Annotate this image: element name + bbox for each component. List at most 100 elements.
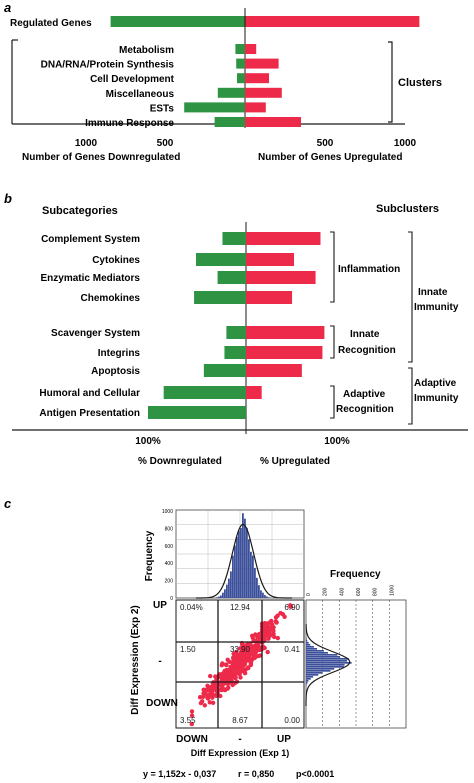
regression-equation: y = 1,152x - 0,037 bbox=[143, 769, 216, 779]
scatter-point bbox=[227, 674, 232, 680]
inflammation-bracket bbox=[330, 231, 335, 303]
b-category-label: Cytokines bbox=[92, 255, 140, 266]
top-hist-tick: 800 bbox=[165, 526, 174, 532]
scatter-point bbox=[222, 687, 228, 693]
side-hist-bar bbox=[306, 682, 308, 684]
a-bar-up-immune-response bbox=[245, 117, 301, 127]
group-adaptive-recognition-2: Recognition bbox=[336, 404, 394, 415]
side-hist-bar bbox=[306, 656, 341, 658]
scatter-point bbox=[243, 643, 248, 649]
a-bar-down-ests bbox=[184, 102, 245, 113]
quadrant-percent: 1.50 bbox=[180, 645, 196, 654]
b-xlabel-up: % Upregulated bbox=[260, 456, 330, 467]
a-tick-left-1000: 1000 bbox=[75, 138, 98, 149]
scatter-point bbox=[210, 687, 216, 693]
panel-b: Subcategories Subclusters Complement Sys… bbox=[12, 203, 468, 467]
p-value: p<0.0001 bbox=[296, 769, 334, 779]
top-hist-bar bbox=[268, 597, 270, 598]
b-bar-up-apoptosis bbox=[246, 364, 302, 377]
side-hist-tick: 600 bbox=[356, 587, 362, 596]
regulated-genes-down-bar bbox=[110, 16, 245, 27]
scatter-point bbox=[218, 693, 223, 699]
top-hist-bar bbox=[228, 578, 230, 598]
top-hist-bar bbox=[246, 527, 248, 598]
scatter-point bbox=[243, 667, 248, 672]
clusters-label: Clusters bbox=[398, 77, 442, 89]
top-hist-bar bbox=[250, 551, 252, 598]
side-hist-bar bbox=[306, 654, 338, 656]
top-hist-bar bbox=[236, 536, 238, 598]
a-bar-down-cell-development bbox=[237, 73, 245, 84]
innate-immunity-bracket bbox=[408, 231, 413, 363]
scatter-point bbox=[242, 662, 247, 667]
correlation-r: r = 0,850 bbox=[238, 769, 274, 779]
scatter-point bbox=[271, 631, 276, 637]
top-hist-bar bbox=[242, 513, 244, 598]
scatter-point bbox=[278, 610, 283, 616]
top-hist-bar bbox=[244, 518, 246, 598]
side-hist-tick: 800 bbox=[373, 587, 379, 596]
y-tick-up: UP bbox=[153, 600, 167, 611]
a-bar-down-dna-rna-protein-synthesis bbox=[236, 58, 245, 69]
scatter-xlabel: Diff Expression (Exp 1) bbox=[191, 748, 290, 758]
group-adaptive-recognition-1: Adaptive bbox=[343, 389, 386, 400]
b-tick-left: 100% bbox=[135, 436, 161, 447]
innate-recognition-bracket bbox=[330, 325, 335, 359]
scatter-point bbox=[189, 713, 195, 718]
scatter-point bbox=[219, 685, 225, 690]
side-hist-tick: 400 bbox=[339, 587, 345, 596]
y-tick-mid: - bbox=[158, 656, 161, 667]
side-hist-bar bbox=[306, 668, 335, 670]
b-tick-right: 100% bbox=[324, 436, 350, 447]
b-category-label: Complement System bbox=[41, 234, 140, 245]
top-hist-bar bbox=[240, 527, 242, 598]
scatter-point bbox=[226, 680, 232, 685]
side-hist-bar bbox=[306, 646, 314, 648]
b-bar-up-cytokines bbox=[246, 253, 295, 266]
panel-a: Regulated Genes Metabolism DNA/RNA/Protei… bbox=[10, 8, 442, 163]
scatter-point bbox=[243, 647, 249, 652]
side-hist-bar bbox=[306, 680, 309, 682]
a-xlabel-down: Number of Genes Downregulated bbox=[22, 152, 180, 163]
a-bar-down-miscellaneous bbox=[217, 87, 245, 98]
top-hist-bar bbox=[258, 585, 260, 598]
top-hist-ylabel: Frequency bbox=[144, 530, 155, 581]
side-hist-bar bbox=[306, 662, 352, 664]
panel-c-letter: c bbox=[4, 496, 12, 511]
supergroup-adaptive-2: Immunity bbox=[414, 393, 459, 404]
quadrant-percent: 0.00 bbox=[284, 716, 300, 725]
a-category-label: Metabolism bbox=[119, 45, 174, 56]
clusters-bracket bbox=[388, 41, 393, 123]
top-hist-bar bbox=[238, 530, 240, 598]
side-hist-bar bbox=[306, 670, 331, 672]
group-innate-recognition-1: Innate bbox=[350, 329, 380, 340]
b-bar-down-scavenger-system bbox=[226, 326, 246, 339]
a-bar-up-miscellaneous bbox=[245, 87, 282, 98]
y-tick-down: DOWN bbox=[146, 698, 178, 709]
panel-b-letter: b bbox=[4, 191, 12, 206]
side-hist-xlabel: Frequency bbox=[330, 569, 381, 580]
a-tick-right-1000: 1000 bbox=[394, 138, 417, 149]
b-bar-down-cytokines bbox=[196, 253, 246, 266]
side-hist-bar bbox=[306, 648, 318, 650]
side-hist-bar bbox=[306, 642, 309, 644]
top-hist-bar bbox=[226, 584, 228, 598]
b-bar-down-apoptosis bbox=[203, 364, 246, 377]
side-hist-bar bbox=[306, 678, 311, 680]
supergroup-innate-2: Immunity bbox=[414, 302, 459, 313]
scatter-point bbox=[288, 603, 293, 608]
b-xlabel-down: % Downregulated bbox=[138, 456, 222, 467]
a-bar-up-dna-rna-protein-synthesis bbox=[245, 58, 279, 69]
scatter-point bbox=[267, 633, 272, 639]
scatter-point bbox=[248, 661, 254, 666]
a-bar-down-metabolism bbox=[235, 44, 245, 54]
scatter-point bbox=[200, 694, 206, 699]
scatter-point bbox=[202, 703, 207, 708]
b-bar-down-antigen-presentation bbox=[148, 406, 246, 419]
scatter-point bbox=[268, 626, 273, 631]
scatter-point bbox=[226, 670, 232, 676]
top-hist-bar bbox=[252, 555, 254, 598]
side-hist-bar bbox=[306, 684, 307, 686]
scatter-point bbox=[254, 645, 259, 651]
scatter-point bbox=[189, 721, 194, 727]
